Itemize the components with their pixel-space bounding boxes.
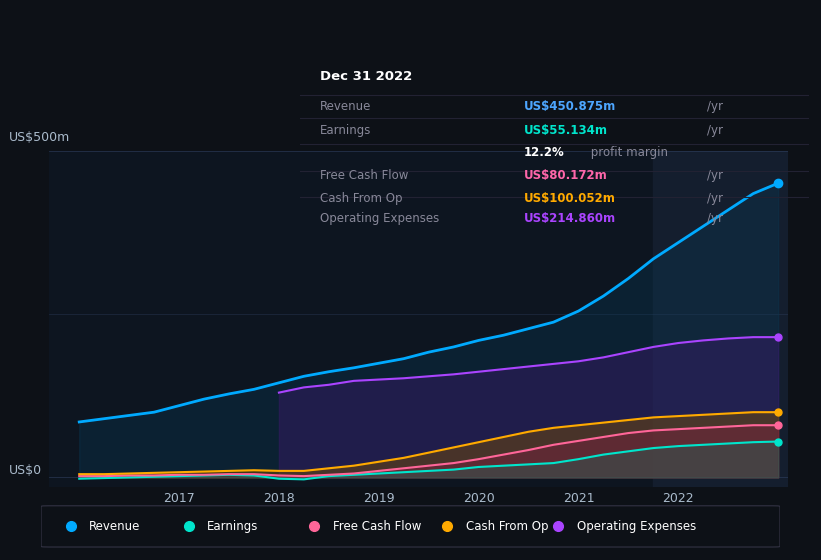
Text: US$0: US$0 [8,464,42,477]
Text: /yr: /yr [707,100,722,113]
Text: Cash From Op: Cash From Op [466,520,548,533]
Text: US$100.052m: US$100.052m [524,192,616,205]
Text: Revenue: Revenue [320,100,371,113]
Bar [654,151,788,487]
Text: Earnings: Earnings [320,124,371,138]
Text: /yr: /yr [707,212,722,225]
Text: US$500m: US$500m [8,132,70,144]
Text: US$80.172m: US$80.172m [524,169,608,182]
Text: 12.2%: 12.2% [524,146,564,159]
Text: /yr: /yr [707,192,722,205]
Text: /yr: /yr [707,169,722,182]
Text: Cash From Op: Cash From Op [320,192,402,205]
Text: Earnings: Earnings [208,520,259,533]
Text: Revenue: Revenue [89,520,140,533]
Text: Operating Expenses: Operating Expenses [576,520,696,533]
Text: US$214.860m: US$214.860m [524,212,616,225]
Text: US$450.875m: US$450.875m [524,100,616,113]
Text: Free Cash Flow: Free Cash Flow [320,169,408,182]
Text: Operating Expenses: Operating Expenses [320,212,439,225]
Text: US$55.134m: US$55.134m [524,124,608,138]
Text: /yr: /yr [707,124,722,138]
Text: profit margin: profit margin [587,146,668,159]
Text: Free Cash Flow: Free Cash Flow [333,520,421,533]
Text: Dec 31 2022: Dec 31 2022 [320,70,412,83]
